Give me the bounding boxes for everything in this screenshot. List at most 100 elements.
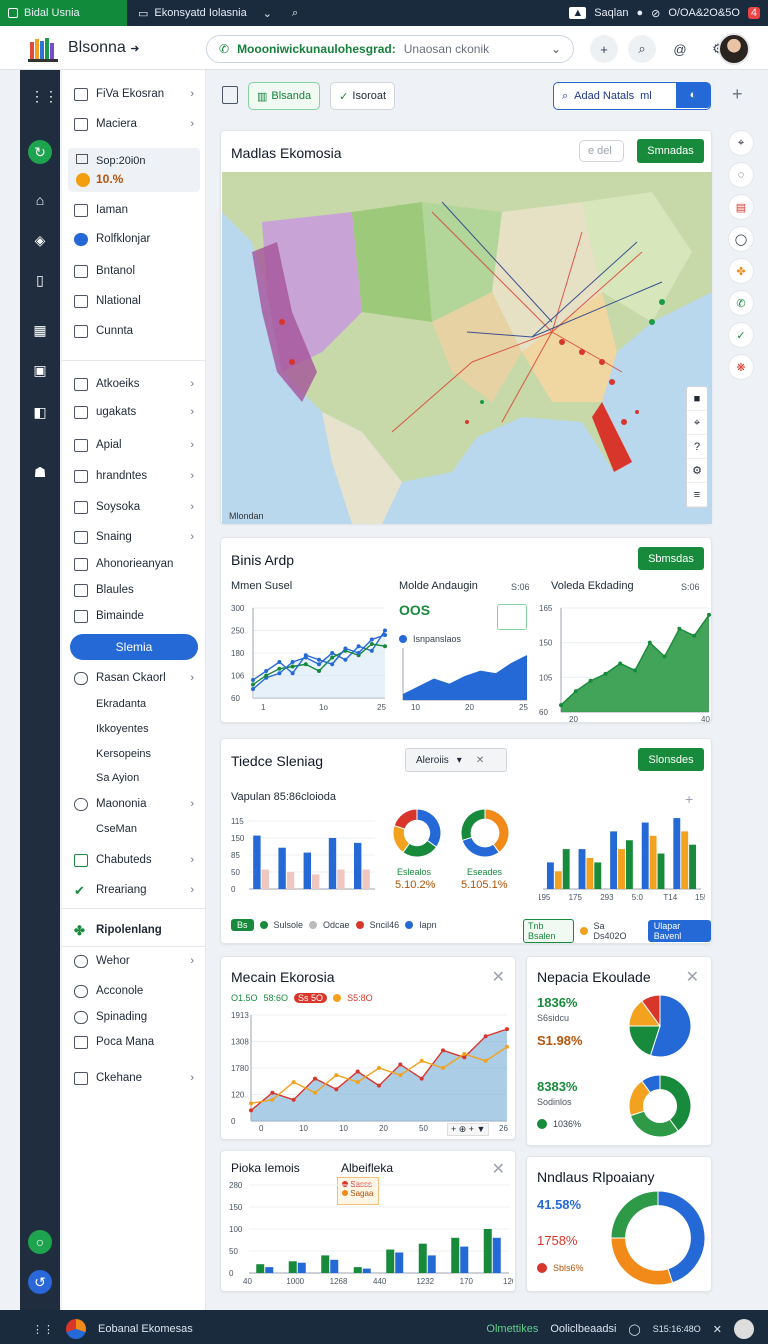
sidebar-item[interactable]: Maciera › bbox=[62, 112, 206, 136]
donut-chart[interactable] bbox=[627, 1073, 693, 1139]
close-icon[interactable]: ✕ bbox=[712, 1323, 722, 1336]
pin-icon[interactable]: ⌖ bbox=[728, 130, 754, 156]
search-icon[interactable]: ⌕ bbox=[628, 35, 656, 63]
bar-chart[interactable]: 195 175 293 5:0 T14 155 bbox=[539, 805, 705, 901]
sidebar-item[interactable]: Nlational bbox=[62, 289, 206, 313]
users-icon[interactable]: ☗ bbox=[33, 464, 47, 480]
home-icon[interactable]: ⌂ bbox=[35, 192, 45, 208]
search-icon[interactable]: ⌕ bbox=[291, 6, 299, 19]
sidebar-item[interactable]: ✤ Ripolenlang bbox=[74, 922, 162, 938]
note-icon[interactable]: ▤ bbox=[728, 194, 754, 220]
line-area-chart[interactable]: 01201780130819130101020502526 bbox=[229, 1009, 511, 1133]
gear-icon[interactable]: ⚙ bbox=[687, 459, 707, 483]
sidebar-subitem[interactable]: Sa Ayion bbox=[96, 772, 140, 784]
bar-chart[interactable]: 0 50 85 150 115 bbox=[229, 815, 379, 899]
app-icon[interactable]: 4 bbox=[747, 7, 760, 19]
browser-tab[interactable]: ▭ Ekonsyatd Iolasnia ⌄ ⌕ bbox=[128, 0, 308, 26]
sidebar-subitem[interactable]: Kersopeins bbox=[96, 748, 152, 760]
sidebar-item[interactable]: Poca Mana bbox=[62, 1030, 206, 1054]
area-chart[interactable]: 60 105 150 165 20 40 bbox=[537, 602, 713, 724]
sidebar-subitem[interactable]: CseMan bbox=[96, 823, 137, 835]
sidebar-item[interactable]: Blaules bbox=[62, 578, 206, 602]
sidebar-subitem[interactable]: Ekradanta bbox=[96, 698, 147, 710]
sidebar-item[interactable]: ugakats › bbox=[62, 400, 206, 424]
avatar[interactable] bbox=[734, 1319, 754, 1339]
sidebar-item[interactable]: Atkoeiks › bbox=[62, 372, 206, 396]
donut-chart[interactable] bbox=[609, 1189, 707, 1287]
sidebar-item[interactable]: Apial › bbox=[62, 433, 206, 457]
battery-icon[interactable]: ▯ bbox=[36, 272, 44, 288]
status-icon[interactable]: ○ bbox=[28, 1230, 52, 1254]
sidebar-active-pill[interactable]: Slemia bbox=[70, 634, 198, 660]
layers-icon[interactable]: ■ bbox=[687, 387, 707, 411]
sidebar-item[interactable]: Spinading bbox=[62, 1005, 206, 1029]
donut-chart[interactable] bbox=[391, 807, 443, 859]
sidebar-item[interactable]: Cunnta bbox=[62, 319, 206, 343]
sidebar-item[interactable]: Snaing › bbox=[62, 525, 206, 549]
card-action-button[interactable]: Slonsdes bbox=[638, 748, 704, 771]
add-button[interactable]: ⌕ Adad Natals ml ◐ bbox=[553, 82, 711, 110]
brand-name[interactable]: Blsonna ➜ bbox=[68, 39, 140, 56]
grid-icon[interactable]: ⋮⋮ bbox=[30, 88, 58, 104]
phone-icon[interactable]: ✆ bbox=[728, 290, 754, 316]
zoom-controls[interactable]: + ⊕ + ▼ bbox=[447, 1123, 490, 1136]
at-icon[interactable]: @ bbox=[673, 41, 687, 57]
sidebar-subitem[interactable]: Ikkoyentes bbox=[96, 723, 149, 735]
map-action-button[interactable]: Smnadas bbox=[637, 139, 704, 163]
toolbar-button-blsanda[interactable]: ▥ Blsanda bbox=[248, 82, 321, 110]
bubble-icon[interactable]: ◯ bbox=[728, 226, 754, 252]
bar-chart[interactable]: 0 50 100 150 280 40 1000 1268 440 1232 170 1202 bbox=[227, 1179, 513, 1285]
us-map[interactable] bbox=[222, 172, 712, 524]
help-icon[interactable]: ? bbox=[687, 435, 707, 459]
sidebar-item[interactable]: hrandntes › bbox=[62, 464, 206, 488]
window-icon[interactable]: ▲ bbox=[569, 7, 587, 19]
area-chart[interactable]: 10 20 25 bbox=[397, 642, 531, 712]
sync-icon[interactable]: ↺ bbox=[28, 1270, 52, 1294]
chat-icon[interactable]: ◌ bbox=[728, 162, 754, 188]
chart-icon[interactable]: ◧ bbox=[33, 404, 47, 420]
apps-grid-icon[interactable]: ⋮⋮ bbox=[32, 1323, 54, 1336]
sidebar-item[interactable]: Chabuteds › bbox=[62, 848, 206, 872]
close-icon[interactable]: ✕ bbox=[491, 1161, 505, 1178]
sidebar-item[interactable]: Iaman bbox=[62, 198, 206, 222]
circle-icon[interactable]: ◯ bbox=[628, 1323, 641, 1336]
chevron-down-icon[interactable]: ⌄ bbox=[262, 7, 272, 20]
pie-chart[interactable] bbox=[627, 993, 693, 1059]
plus-icon[interactable]: + bbox=[590, 35, 618, 63]
box-icon[interactable]: ▣ bbox=[33, 362, 47, 378]
plus-icon[interactable]: + bbox=[685, 791, 694, 807]
sidebar-item[interactable]: Rasan Ckaorl › bbox=[62, 666, 206, 690]
sidebar-selected[interactable]: Sop:20i0n 10.% bbox=[68, 148, 200, 192]
menu-icon[interactable]: ≡ bbox=[687, 483, 707, 507]
tag-icon[interactable]: ◈ bbox=[34, 232, 46, 248]
sidebar-item[interactable]: Ahonorieanyan bbox=[62, 552, 206, 576]
flame-icon[interactable]: ❋ bbox=[728, 354, 754, 380]
sidebar-item[interactable]: FiVa Ekosran › bbox=[62, 82, 206, 106]
avatar[interactable] bbox=[718, 33, 750, 65]
sidebar-item[interactable]: Maononia › bbox=[62, 792, 206, 816]
small-button[interactable]: e del bbox=[579, 140, 624, 162]
donut-chart[interactable] bbox=[459, 807, 511, 859]
calendar-icon[interactable]: ▦ bbox=[33, 322, 47, 338]
filter-select[interactable]: Aleroiis ▾ ✕ bbox=[405, 748, 507, 772]
line-chart[interactable]: 60 106 180 250 300 1 1o 25 bbox=[229, 602, 389, 712]
app-logo-icon[interactable] bbox=[66, 1319, 86, 1339]
pin-icon[interactable]: ⌖ bbox=[687, 411, 707, 435]
card-action-button[interactable]: Sbmsdas bbox=[638, 547, 704, 570]
refresh-icon[interactable]: ↻ bbox=[28, 140, 52, 164]
toolbar-button-isoroat[interactable]: ✓ Isoroat bbox=[330, 82, 396, 110]
browser-tab-active[interactable]: Bidal Usnia bbox=[0, 0, 127, 26]
check-icon[interactable]: ✓ bbox=[728, 322, 754, 348]
plus-icon[interactable]: + bbox=[732, 84, 743, 104]
chevron-down-icon[interactable]: ⌄ bbox=[550, 42, 561, 56]
close-icon[interactable]: ✕ bbox=[685, 969, 699, 986]
sidebar-item[interactable]: Acconole bbox=[62, 979, 206, 1003]
info-icon[interactable]: ● bbox=[636, 7, 644, 19]
search-bar[interactable]: ✆ Moooniwickunaulohesgrad: Unaosan ckoni… bbox=[206, 35, 574, 63]
panel-toggle-icon[interactable] bbox=[222, 86, 238, 104]
sidebar-item[interactable]: Soysoka › bbox=[62, 495, 206, 519]
sidebar-item[interactable]: Wehor › bbox=[62, 949, 206, 973]
sidebar-item[interactable]: ✔ Rreariang › bbox=[74, 882, 194, 898]
sidebar-item[interactable]: Bimainde bbox=[62, 604, 206, 628]
close-icon[interactable]: ✕ bbox=[491, 969, 505, 986]
